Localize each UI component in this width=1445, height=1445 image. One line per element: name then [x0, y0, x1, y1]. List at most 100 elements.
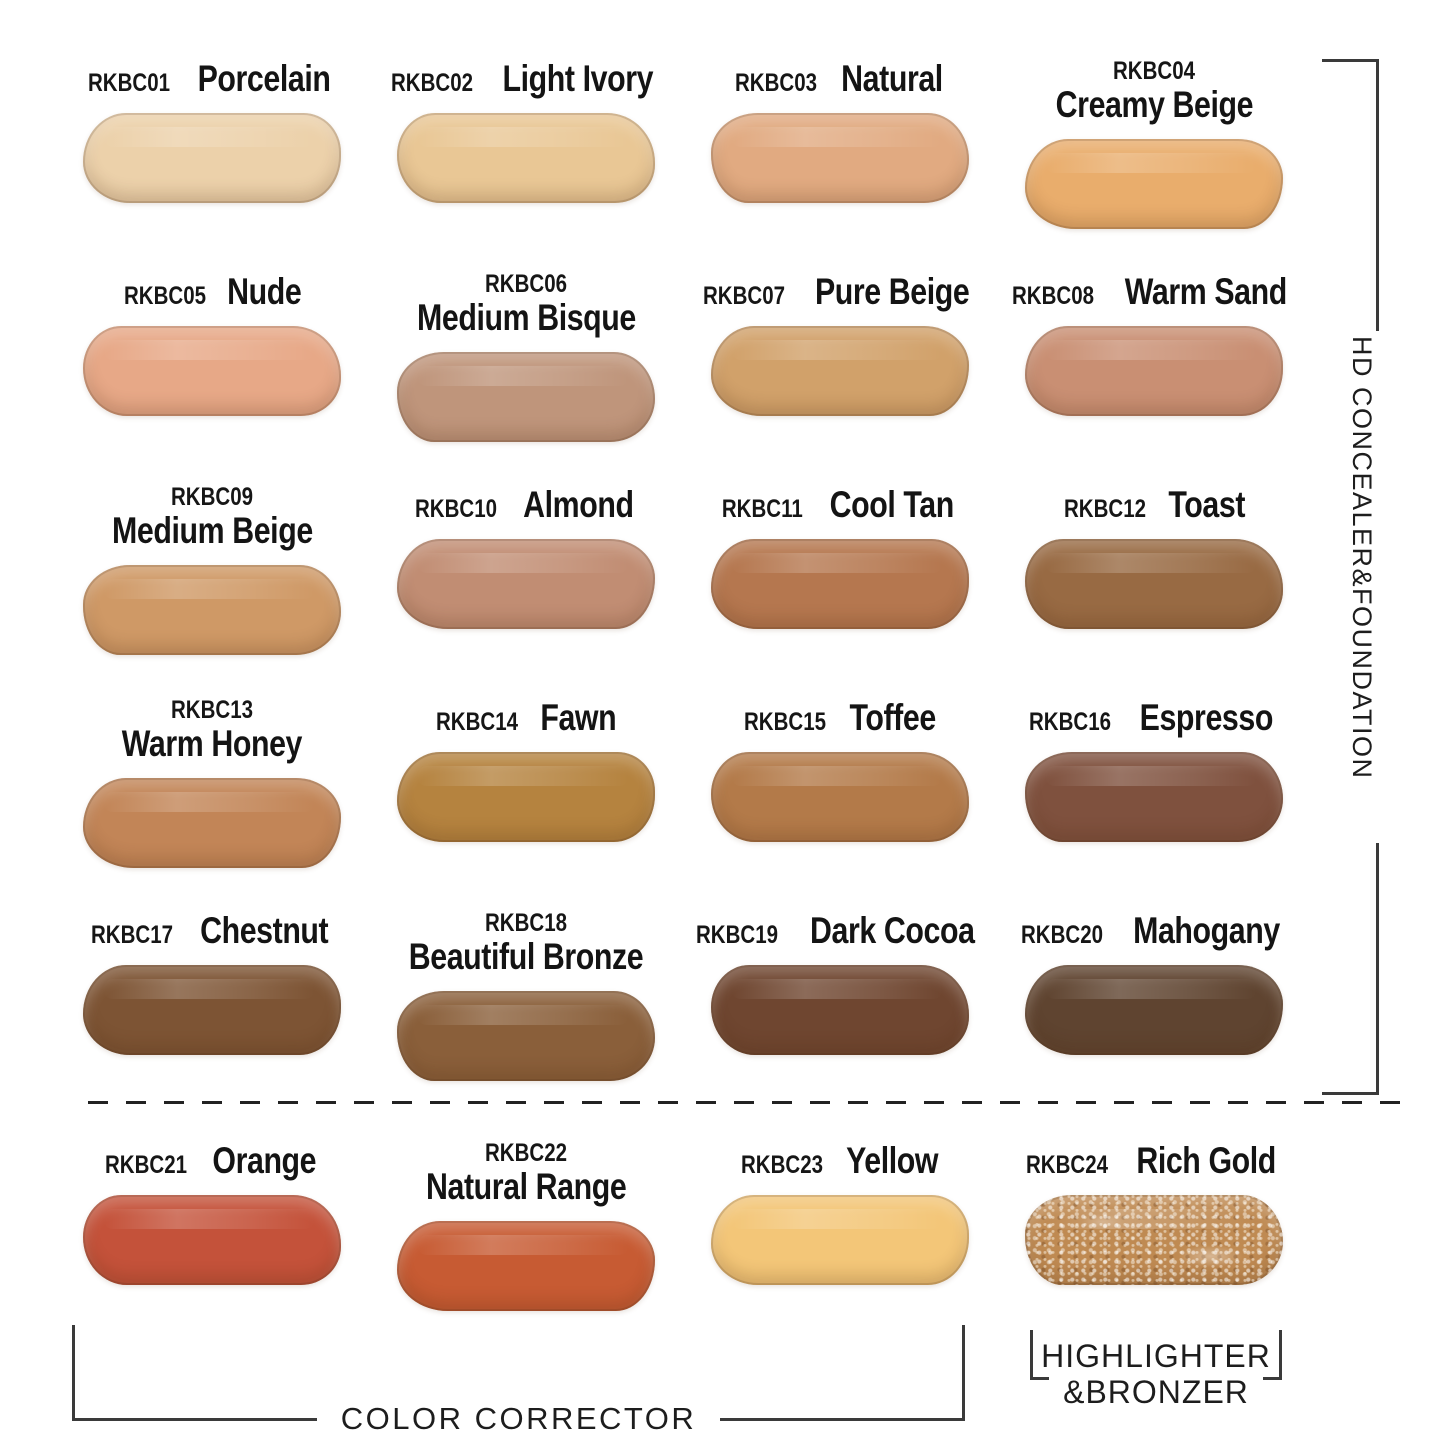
shade-code: RKBC03 [734, 69, 817, 97]
shade-name: Dark Cocoa [809, 910, 975, 951]
shade-cell: RKBC03 Natural [683, 48, 997, 261]
shade-name: Cool Tan [829, 484, 954, 525]
shade-code: RKBC07 [702, 282, 785, 310]
shade-name: Creamy Beige [1055, 84, 1253, 126]
shade-name: Light Ivory [502, 58, 654, 99]
shade-name: Medium Bisque [416, 297, 636, 339]
cc-bracket-right-tick [962, 1325, 965, 1420]
shade-swatch [397, 352, 655, 443]
shade-swatch [83, 112, 341, 203]
shade-swatch [711, 112, 969, 203]
shade-code: RKBC22 [484, 1139, 568, 1167]
shade-cell: RKBC02 Light Ivory [369, 48, 683, 261]
shade-swatch [397, 991, 655, 1082]
shade-swatch [1025, 751, 1283, 842]
shade-code: RKBC05 [123, 282, 206, 310]
shade-code: RKBC04 [1112, 57, 1196, 85]
shade-name: Natural [841, 58, 944, 99]
shade-swatch [83, 778, 341, 869]
shade-swatch [83, 565, 341, 656]
shade-code: RKBC10 [415, 495, 498, 523]
hb-bracket-right-corner [1263, 1330, 1282, 1380]
shade-cell: RKBC17 Chestnut [55, 900, 369, 1113]
shade-code: RKBC09 [170, 483, 254, 511]
shade-cell: RKBC14 Fawn [369, 687, 683, 900]
hd-bracket-vertical-lower [1376, 843, 1379, 1095]
dashed-divider [88, 1101, 1400, 1104]
shade-cell: RKBC11 Cool Tan [683, 474, 997, 687]
shade-cell: RKBC24 Rich Gold [997, 1130, 1311, 1311]
shade-cell: RKBC12 Toast [997, 474, 1311, 687]
shade-swatch [711, 538, 969, 629]
hd-bracket-top-tick [1322, 59, 1379, 62]
shade-code: RKBC20 [1021, 921, 1104, 949]
shade-swatch [1025, 538, 1283, 629]
shade-code: RKBC19 [696, 921, 779, 949]
shade-code: RKBC02 [390, 69, 473, 97]
shade-cell: RKBC15 Toffee [683, 687, 997, 900]
shade-name: Chestnut [200, 910, 329, 951]
shade-name: Orange [212, 1140, 317, 1181]
cc-bracket-line-left [72, 1417, 317, 1421]
shade-swatch [83, 1194, 341, 1285]
shade-cell: RKBC23 Yellow [683, 1130, 997, 1311]
shade-cell: RKBC08 Warm Sand [997, 261, 1311, 474]
shade-code: RKBC21 [105, 1151, 188, 1179]
shade-code: RKBC11 [721, 495, 803, 523]
shade-code: RKBC24 [1025, 1151, 1108, 1179]
shade-swatch [711, 964, 969, 1055]
shade-cell: RKBC05 Nude [55, 261, 369, 474]
shade-code: RKBC13 [170, 696, 254, 724]
shade-swatch [1025, 1194, 1283, 1285]
shade-cell: RKBC06 Medium Bisque [369, 261, 683, 474]
shade-cell: RKBC13 Warm Honey [55, 687, 369, 900]
shade-swatch [397, 538, 655, 629]
shade-code: RKBC18 [484, 909, 568, 937]
shade-name: Mahogany [1132, 910, 1280, 951]
shade-name: Medium Beige [111, 510, 313, 552]
shade-code: RKBC08 [1011, 282, 1094, 310]
shade-cell: RKBC01 Porcelain [55, 48, 369, 261]
shade-name: Espresso [1139, 697, 1274, 738]
shade-code: RKBC23 [740, 1151, 823, 1179]
shade-name: Fawn [540, 697, 617, 738]
highlighter-bronzer-label: HIGHLIGHTER &BRONZER [1040, 1338, 1272, 1410]
shade-swatch [711, 751, 969, 842]
shade-name: Rich Gold [1136, 1140, 1277, 1181]
shade-code: RKBC01 [87, 69, 170, 97]
shade-cell: RKBC22 Natural Range [369, 1130, 683, 1312]
shade-swatch [1025, 139, 1283, 230]
shade-name: Toast [1167, 484, 1245, 525]
shade-name: Warm Sand [1125, 271, 1288, 312]
shade-cell: RKBC07 Pure Beige [683, 261, 997, 474]
shade-cell: RKBC20 Mahogany [997, 900, 1311, 1113]
shade-swatch [711, 1194, 969, 1285]
shade-name: Pure Beige [815, 271, 970, 312]
shade-name: Almond [523, 484, 634, 525]
cc-bracket-left-tick [72, 1325, 75, 1420]
shade-name: Nude [227, 271, 302, 312]
shade-cell: RKBC10 Almond [369, 474, 683, 687]
shade-cell: RKBC04 Creamy Beige [997, 48, 1311, 261]
cc-bracket: COLOR CORRECTOR [72, 1398, 966, 1440]
shade-swatch [397, 112, 655, 203]
shade-swatch [397, 751, 655, 842]
color-corrector-label: COLOR CORRECTOR [340, 1401, 697, 1436]
hd-group-label: HD CONCEALER&FOUNDATION [1347, 336, 1377, 780]
shade-cell: RKBC21 Orange [55, 1130, 369, 1311]
hb-bracket-left-corner [1030, 1330, 1049, 1380]
shade-cell: RKBC16 Espresso [997, 687, 1311, 900]
shade-code: RKBC06 [484, 270, 568, 298]
hd-bracket-bottom-tick [1322, 1092, 1379, 1095]
shade-swatch [83, 964, 341, 1055]
highlighter-label-line2: &BRONZER [1063, 1374, 1249, 1410]
shade-code: RKBC12 [1064, 495, 1147, 523]
shade-cell: RKBC09 Medium Beige [55, 474, 369, 687]
shade-cell: RKBC19 Dark Cocoa [683, 900, 997, 1113]
shade-name: Warm Honey [121, 723, 303, 765]
shade-name: Natural Range [425, 1166, 627, 1208]
shade-swatch [83, 325, 341, 416]
shade-code: RKBC16 [1029, 708, 1112, 736]
shade-code: RKBC15 [744, 708, 827, 736]
shade-cell: RKBC18 Beautiful Bronze [369, 900, 683, 1113]
